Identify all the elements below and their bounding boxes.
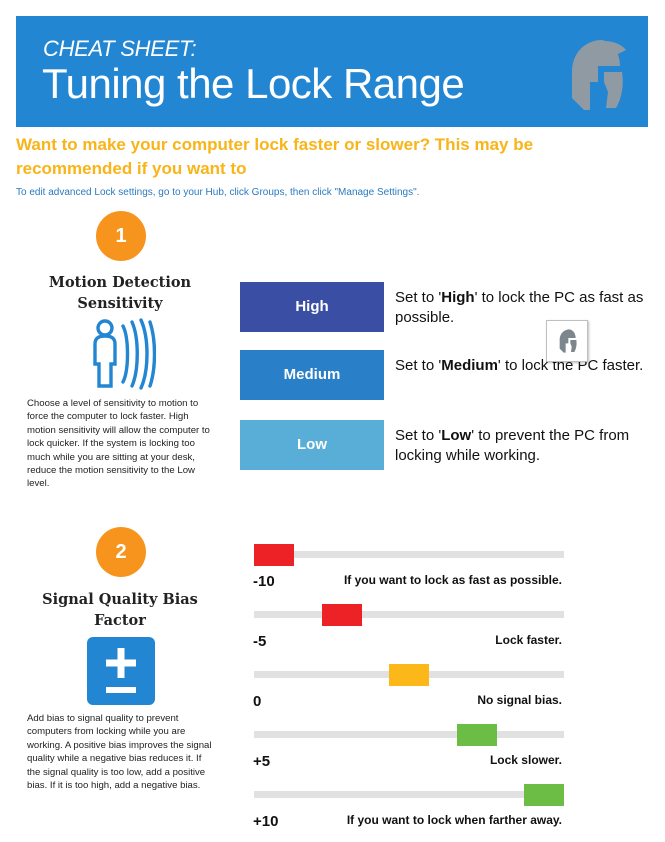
- bias-value-label: 0: [253, 693, 262, 710]
- bias-description: If you want to lock when farther away.: [346, 813, 562, 827]
- spartan-helmet-icon: [572, 40, 626, 110]
- sensitivity-medium: Medium: [240, 350, 384, 400]
- floating-logo-badge[interactable]: [546, 320, 588, 362]
- bias-track: [254, 551, 564, 558]
- sensitivity-low-desc: Set to 'Low' to prevent the PC from lock…: [395, 427, 630, 464]
- header-kicker: CHEAT SHEET:: [43, 36, 197, 61]
- bias-value-label: +5: [253, 753, 271, 770]
- bias-track: [254, 611, 564, 618]
- sensitivity-low: Low: [240, 420, 384, 470]
- bias-track: [254, 791, 564, 798]
- sensitivity-high: High: [240, 282, 384, 332]
- sensitivity-high-desc: Set to 'High' to lock the PC as fast as …: [395, 289, 644, 326]
- section2-body: Add bias to signal quality to prevent co…: [27, 713, 212, 792]
- spartan-helmet-small-icon: [559, 329, 577, 353]
- sensitivity-medium-desc: Set to 'Medium' to lock the PC faster.: [395, 357, 644, 374]
- bias-value-label: -10: [253, 573, 275, 590]
- bias-marker: [389, 664, 429, 686]
- section1-body: Choose a level of sensitivity to motion …: [27, 398, 210, 490]
- step-number-2: 2: [96, 527, 146, 577]
- bias-description: No signal bias.: [477, 693, 562, 707]
- bias-description: Lock slower.: [489, 753, 562, 767]
- bias-value-label: -5: [253, 633, 267, 650]
- plus-minus-icon: [87, 637, 155, 705]
- bias-description: Lock faster.: [495, 633, 562, 647]
- bias-value-label: +10: [253, 813, 279, 830]
- bias-marker: [321, 604, 362, 626]
- bias-marker: [456, 724, 497, 746]
- bias-marker: [254, 544, 294, 566]
- bias-marker: [524, 784, 564, 806]
- section-title-motion: Motion Detection Sensitivity: [48, 274, 192, 312]
- step-number-1: 1: [96, 211, 146, 261]
- intro-instruction: To edit advanced Lock settings, go to yo…: [16, 187, 420, 198]
- section-title-bias: Signal Quality Bias Factor: [42, 591, 198, 629]
- bias-description: If you want to lock as fast as possible.: [343, 573, 562, 587]
- page-title: Tuning the Lock Range: [42, 60, 465, 107]
- motion-sensor-person-icon: [93, 318, 156, 390]
- bias-track: [254, 731, 564, 738]
- header-banner: CHEAT SHEET: Tuning the Lock Range: [16, 16, 648, 127]
- intro-question: Want to make your computer lock faster o…: [16, 135, 534, 178]
